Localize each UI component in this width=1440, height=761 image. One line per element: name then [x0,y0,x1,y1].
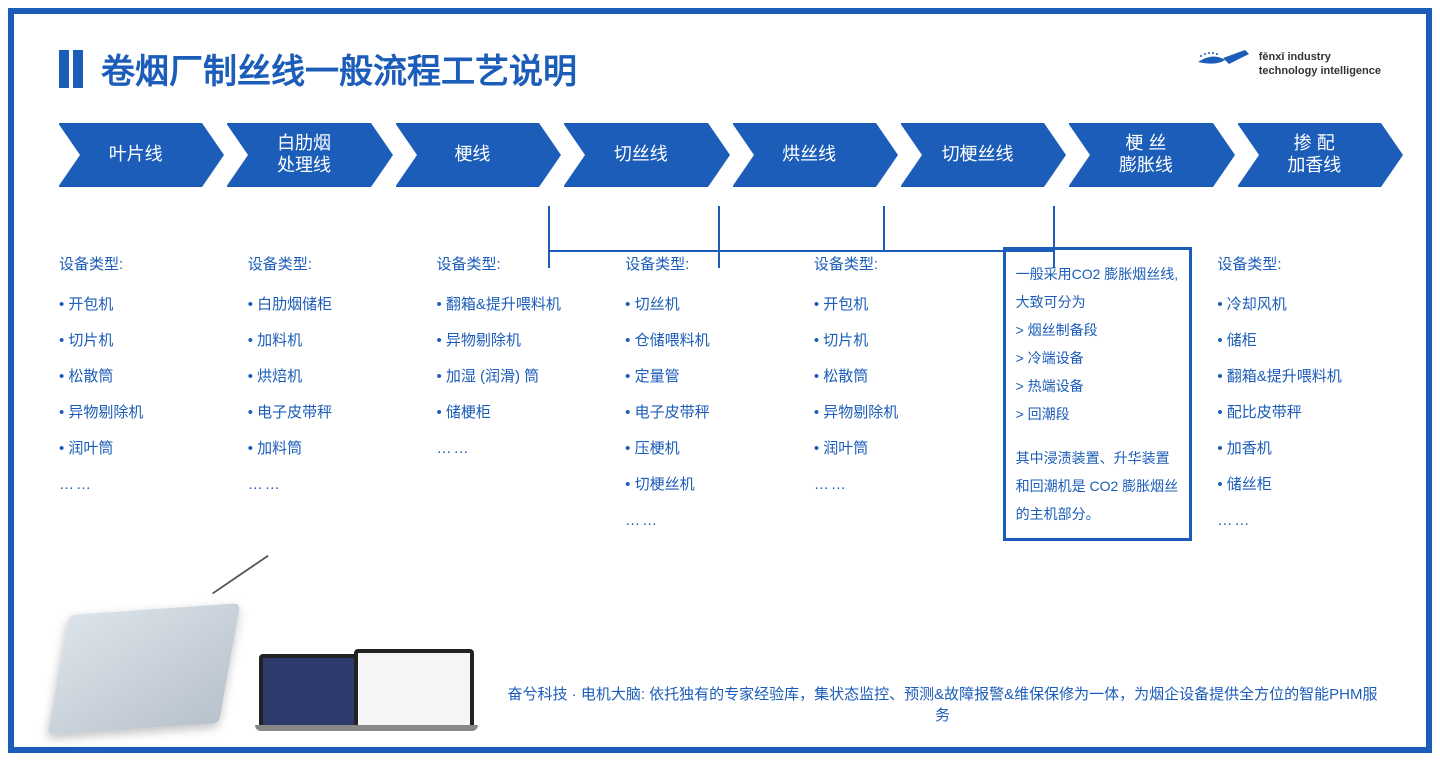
col-heading: 设备类型: [1217,247,1381,283]
flow-step-4: 烘丝线 [733,123,876,187]
col-item: 切片机 [59,323,223,359]
col-heading: 设备类型: [814,247,978,283]
col-heading: 设备类型: [59,247,223,283]
col-item: 回潮段 [1016,400,1180,428]
col-item: 冷却风机 [1217,287,1381,323]
col-more: …… [59,467,223,503]
col-item: 翻箱&提升喂料机 [1217,359,1381,395]
col-item: 储丝柜 [1217,467,1381,503]
col-item: 仓储喂料机 [625,323,789,359]
col-note: 其中浸渍装置、升华装置和回潮机是 CO2 膨胀烟丝的主机部分。 [1016,444,1180,528]
col-item: 冷端设备 [1016,344,1180,372]
col-item: 储梗柜 [436,395,600,431]
col-item: 开包机 [59,287,223,323]
footer-area: 奋兮科技 · 电机大脑: 依托独有的专家经验库，集状态监控、预测&故障报警&维保… [59,609,1381,729]
col-item: 异物剔除机 [436,323,600,359]
col-more: …… [248,467,412,503]
col-item: 储柜 [1217,323,1381,359]
col-item: 加香机 [1217,431,1381,467]
col-item: 切片机 [814,323,978,359]
slide-frame: 卷烟厂制丝线一般流程工艺说明 fēnxī industry technology… [8,8,1432,753]
col-item: 加湿 (润滑) 筒 [436,359,600,395]
title-group: 卷烟厂制丝线一般流程工艺说明 [59,44,577,93]
sensor-device-icon [48,603,240,735]
col-intro: 一般采用CO2 膨胀烟丝线, 大致可分为 [1016,260,1180,316]
col-heading: 设备类型: [625,247,789,283]
flow-step-2: 梗线 [396,123,539,187]
header: 卷烟厂制丝线一般流程工艺说明 fēnxī industry technology… [59,44,1381,93]
col-item: 加料筒 [248,431,412,467]
title-accent-bars [59,50,83,88]
flow-step-0: 叶片线 [59,123,202,187]
col-item: 烟丝制备段 [1016,316,1180,344]
col-item: 切丝机 [625,287,789,323]
footer-tagline: 奋兮科技 · 电机大脑: 依托独有的专家经验库，集状态监控、预测&故障报警&维保… [504,683,1381,729]
col-more: …… [625,503,789,539]
col-item: 翻箱&提升喂料机 [436,287,600,323]
flow-step-1: 白肋烟处理线 [227,123,370,187]
col-heading: 设备类型: [436,247,600,283]
col-item: 白肋烟储柜 [248,287,412,323]
process-flow: 叶片线白肋烟处理线梗线切丝线烘丝线切梗丝线梗 丝膨胀线掺 配加香线 [59,123,1381,187]
detail-col-3: 设备类型: 切丝机仓储喂料机定量管电子皮带秤压梗机切梗丝机…… [625,247,789,541]
col-item: 切梗丝机 [625,467,789,503]
col-more: …… [814,467,978,503]
detail-col-6: 设备类型: 冷却风机储柜翻箱&提升喂料机配比皮带秤加香机储丝柜…… [1217,247,1381,541]
col-item: 润叶筒 [59,431,223,467]
laptops-icon [259,649,474,729]
detail-columns: 设备类型:开包机切片机松散筒异物剔除机润叶筒……设备类型:白肋烟储柜加料机烘焙机… [59,247,1381,541]
flow-step-6: 梗 丝膨胀线 [1069,123,1212,187]
col-item: 电子皮带秤 [625,395,789,431]
flow-step-5: 切梗丝线 [901,123,1044,187]
col-item: 电子皮带秤 [248,395,412,431]
col-item: 松散筒 [814,359,978,395]
col-heading: 设备类型: [248,247,412,283]
col-item: 开包机 [814,287,978,323]
col-item: 松散筒 [59,359,223,395]
page-title: 卷烟厂制丝线一般流程工艺说明 [101,44,577,93]
detail-col-1: 设备类型: 白肋烟储柜加料机烘焙机电子皮带秤加料筒…… [248,247,412,541]
col-more: …… [436,431,600,467]
col-item: 烘焙机 [248,359,412,395]
col-more: …… [1217,503,1381,539]
detail-col-0: 设备类型: 开包机切片机松散筒异物剔除机润叶筒…… [59,247,223,541]
col-item: 热端设备 [1016,372,1180,400]
col-item: 定量管 [625,359,789,395]
detail-col-5: 一般采用CO2 膨胀烟丝线, 大致可分为烟丝制备段冷端设备热端设备回潮段其中浸渍… [1003,247,1193,541]
col-item: 异物剔除机 [59,395,223,431]
brand-logo: fēnxī industry technology intelligence [1193,44,1381,84]
col-item: 加料机 [248,323,412,359]
brand-text: fēnxī industry technology intelligence [1259,50,1381,79]
col-item: 配比皮带秤 [1217,395,1381,431]
col-item: 润叶筒 [814,431,978,467]
flow-step-3: 切丝线 [564,123,707,187]
flow-step-7: 掺 配加香线 [1238,123,1381,187]
col-item: 异物剔除机 [814,395,978,431]
col-item: 压梗机 [625,431,789,467]
logo-mark-icon [1193,44,1253,84]
detail-col-2: 设备类型: 翻箱&提升喂料机异物剔除机加湿 (润滑) 筒储梗柜…… [436,247,600,541]
detail-col-4: 设备类型: 开包机切片机松散筒异物剔除机润叶筒…… [814,247,978,541]
